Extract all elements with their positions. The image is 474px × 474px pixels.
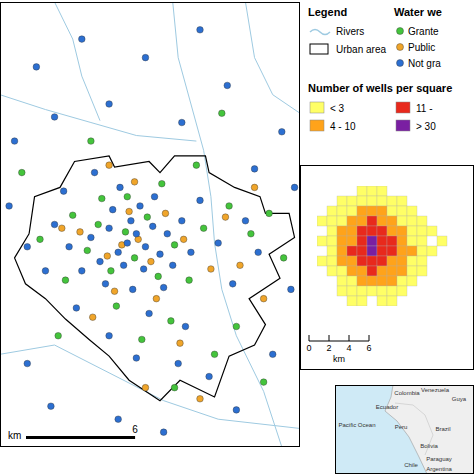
svg-text:Brazil: Brazil bbox=[435, 426, 450, 432]
svg-text:km: km bbox=[8, 430, 21, 441]
svg-text:Chile: Chile bbox=[404, 462, 418, 468]
svg-text:Pacific Ocean: Pacific Ocean bbox=[338, 422, 375, 428]
svg-text:6: 6 bbox=[366, 343, 371, 353]
svg-text:Bolivia: Bolivia bbox=[420, 443, 438, 449]
svg-text:0: 0 bbox=[306, 343, 311, 353]
svg-text:Not gra: Not gra bbox=[408, 58, 441, 69]
svg-text:Water we: Water we bbox=[394, 6, 442, 18]
svg-text:Peru: Peru bbox=[395, 424, 408, 430]
svg-text:< 3: < 3 bbox=[330, 103, 345, 114]
svg-text:Legend: Legend bbox=[308, 6, 347, 18]
svg-text:> 30: > 30 bbox=[416, 121, 436, 132]
svg-text:Guya: Guya bbox=[452, 396, 466, 402]
svg-text:Venezuela: Venezuela bbox=[421, 387, 450, 393]
svg-text:Number of wells per square: Number of wells per square bbox=[308, 82, 452, 94]
svg-text:Colombia: Colombia bbox=[394, 390, 420, 396]
svg-text:Rivers: Rivers bbox=[336, 26, 364, 37]
svg-text:km: km bbox=[333, 354, 345, 364]
svg-text:Grante: Grante bbox=[408, 26, 439, 37]
svg-text:Paraguay: Paraguay bbox=[426, 456, 452, 462]
svg-text:Urban area: Urban area bbox=[336, 44, 386, 55]
svg-text:11 -: 11 - bbox=[416, 103, 433, 114]
svg-text:Argentina: Argentina bbox=[426, 466, 452, 472]
svg-text:4: 4 bbox=[346, 343, 351, 353]
svg-text:4 - 10: 4 - 10 bbox=[330, 121, 356, 132]
svg-text:Ecuador: Ecuador bbox=[376, 404, 398, 410]
svg-text:2: 2 bbox=[326, 343, 331, 353]
svg-text:Public: Public bbox=[408, 42, 435, 53]
svg-text:6: 6 bbox=[132, 424, 138, 435]
